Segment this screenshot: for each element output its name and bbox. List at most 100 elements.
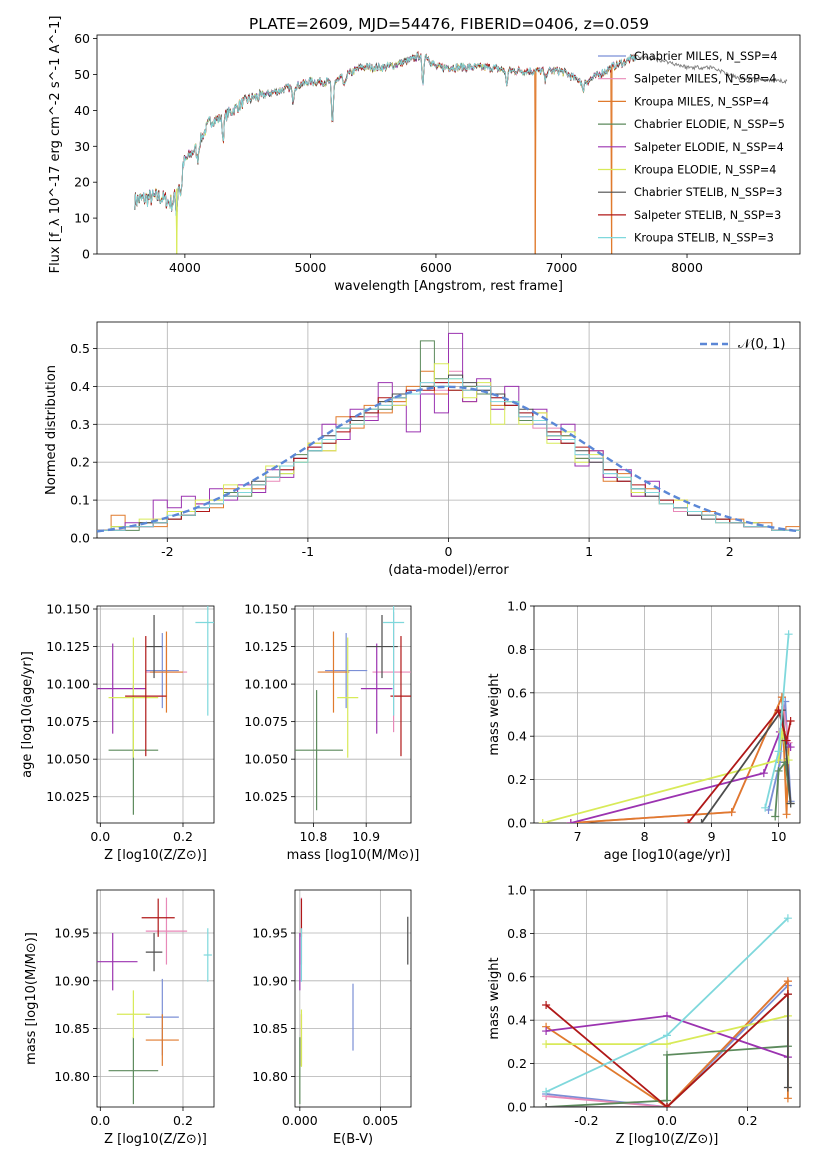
x-tick-label: 10.8 [300, 829, 328, 844]
y-tick-label: 40 [74, 103, 90, 118]
y-tick-label: 1.0 [507, 883, 527, 898]
mass-weight-marker [542, 1001, 551, 1010]
mass-weight-marker [663, 1040, 671, 1049]
errorbar-point [145, 897, 188, 965]
mass-weight-marker [663, 1011, 671, 1020]
mass-weight-marker [759, 769, 768, 778]
y-tick-label: 0.8 [507, 642, 527, 657]
mass-weight-marker [784, 756, 793, 765]
y-tick-label: 10.95 [54, 926, 90, 941]
y-tick-label: 60 [74, 31, 90, 46]
y-tick-label: 0.0 [70, 531, 90, 546]
y-tick-label: 10.050 [244, 752, 288, 767]
y-tick-label: 10.95 [252, 926, 288, 941]
y-tick-label: 10.025 [46, 789, 90, 804]
errorbar-point [108, 1037, 159, 1105]
x-tick-label: 5000 [295, 260, 327, 275]
y-tick-label: 50 [74, 67, 90, 82]
mass-weight-marker [663, 1050, 671, 1059]
errorbar-point [97, 643, 146, 734]
x-tick-label: -1 [302, 544, 314, 559]
mass-weight-marker [784, 630, 793, 639]
x-axis-label: wavelength [Angstrom, rest frame] [334, 279, 563, 294]
spectrum-axes: 4000 5000 6000 7000 8000 0 10 20 30 40 50 60 wavelen… [48, 16, 801, 294]
massweight-vs-Z-axes: -0.2 0.0 0.2 0.0 0.2 0.4 0.6 0.8 1.0 Z [log10(Z/Z… [487, 883, 801, 1147]
y-tick-label: 0.2 [70, 455, 90, 470]
mass-weight-marker [783, 990, 792, 999]
x-axis-label: age [log10(age/yr)] [604, 848, 731, 863]
x-tick-label: 0.0 [90, 1113, 110, 1128]
legend-entry: Salpeter ELODIE, N_SSP=4 [634, 141, 784, 154]
mass-weight-marker [761, 803, 770, 812]
errorbar-point [145, 1014, 179, 1066]
x-tick-label: -2 [161, 544, 173, 559]
mass-weight-line [774, 759, 792, 817]
mass-weight-marker [783, 1083, 792, 1092]
y-tick-label: 10 [74, 211, 90, 226]
mass-weight-marker [542, 1040, 551, 1049]
mass-weight-marker [697, 819, 706, 823]
errorbar-point [383, 606, 405, 716]
y-tick-label: 30 [74, 139, 90, 154]
errorbar-point [317, 631, 350, 713]
errorbar-point [203, 928, 212, 982]
mass-weight-marker [684, 819, 693, 823]
y-tick-label: 10.80 [54, 1069, 90, 1084]
y-tick-label: 0.0 [507, 1100, 527, 1115]
legend-entry: Chabrier MILES, N_SSP=4 [634, 50, 777, 63]
mass-weight-marker [783, 914, 792, 923]
y-tick-label: 0.8 [507, 926, 527, 941]
y-tick-label: 10.90 [54, 973, 90, 988]
y-tick-label: 20 [74, 175, 90, 190]
x-axis-label: mass [log10(M/M⊙)] [287, 848, 420, 863]
x-tick-label: 10 [771, 829, 787, 844]
mass-vs-Z-axes: 0.0 0.2 10.80 10.85 10.90 10.95 Z [log10(Z/Z⊙)… [24, 889, 215, 1147]
mass-weight-marker [538, 819, 547, 823]
age-vs-Z-axes: 0.0 0.2 10.025 10.050 10.075 10.100 10.125 10.1… [20, 602, 215, 863]
x-tick-label: 8 [641, 829, 649, 844]
mass-weight-line [687, 708, 792, 823]
model-spectrum-line [134, 51, 637, 216]
legend-entry: Kroupa MILES, N_SSP=4 [634, 95, 769, 108]
y-tick-label: 0.2 [507, 772, 527, 787]
mass-weight-marker [771, 812, 780, 821]
x-tick-label: 7000 [546, 260, 578, 275]
y-tick-label: 0.4 [70, 379, 90, 394]
mass-vs-Z-points [97, 897, 212, 1105]
mass-weight-marker [542, 1103, 551, 1107]
y-tick-label: 0.4 [507, 1013, 527, 1028]
errorbar-point [141, 898, 175, 937]
mass-weight-line [700, 707, 792, 823]
mass-weight-marker [542, 1027, 551, 1036]
y-tick-label: 10.100 [46, 677, 90, 692]
errorbar-point [149, 631, 183, 713]
mass-weight-marker [566, 819, 575, 823]
age-vs-mass-points [295, 606, 411, 811]
x-tick-label: 0.2 [173, 1113, 193, 1128]
axes-frame [294, 889, 412, 1108]
mass-weight-marker [783, 1094, 792, 1103]
x-tick-label: 0.2 [738, 1113, 758, 1128]
legend-entry: Kroupa ELODIE, N_SSP=4 [634, 164, 776, 177]
y-axis-label: mass weight [487, 957, 502, 1039]
mass-weight-marker [663, 1031, 671, 1040]
massweight-vs-Z-lines [542, 914, 792, 1107]
x-tick-label: 0 [445, 544, 453, 559]
axes-frame [96, 321, 801, 539]
age-vs-mass-axes: 10.8 10.9 10.025 10.050 10.075 10.100 10.125 10… [244, 602, 419, 863]
y-tick-label: 0.1 [70, 493, 90, 508]
y-tick-label: 0.3 [70, 417, 90, 432]
mass-weight-marker [727, 808, 736, 817]
y-axis-label: age [log10(age/yr)] [20, 651, 35, 778]
errorbar-point [145, 615, 163, 679]
y-axis-label: Normed distribution [44, 365, 59, 495]
mass-weight-marker [783, 977, 792, 986]
massweight-vs-age-axes: 7 8 9 10 0.0 0.2 0.4 0.6 0.8 1.0 age [log10(age/yr… [487, 599, 801, 863]
axes-frame [533, 605, 801, 824]
legend-entry: Chabrier ELODIE, N_SSP=5 [634, 118, 785, 131]
normal-reference-curve [97, 385, 800, 533]
y-tick-label: 10.100 [244, 677, 288, 692]
x-tick-label: 0.000 [282, 1113, 318, 1128]
legend-entry: Kroupa STELIB, N_SSP=3 [634, 232, 774, 245]
x-tick-label: 8000 [671, 260, 703, 275]
